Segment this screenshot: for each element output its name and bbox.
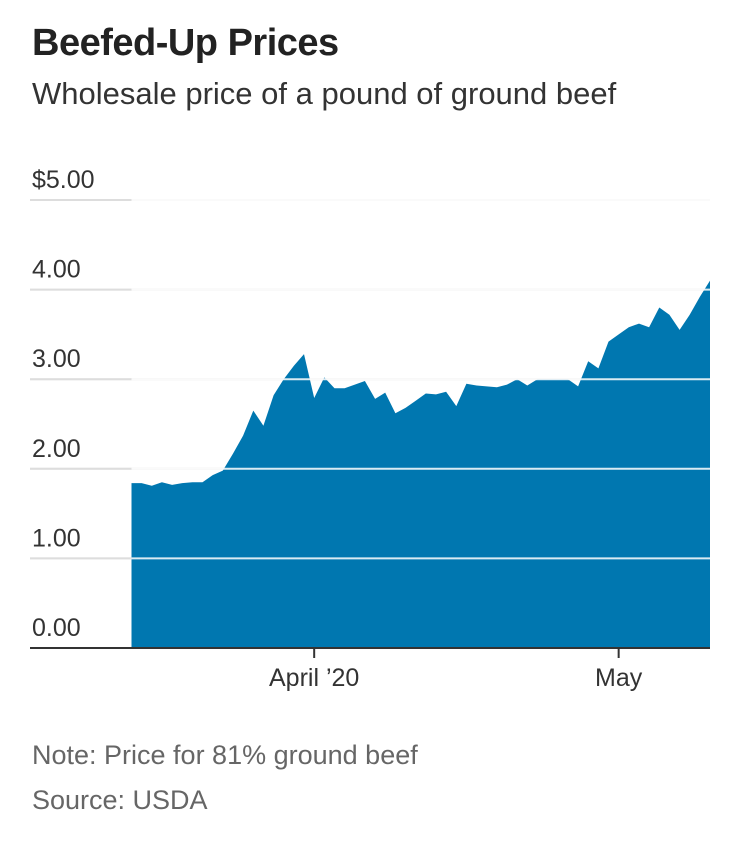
series-area: [131, 280, 710, 648]
chart-title: Beefed-Up Prices: [32, 22, 339, 64]
y-tick-label: $5.00: [32, 166, 95, 194]
area-chart: 0.00 1.00 2.00 3.00 4.00 $5.00 April ’20 May: [30, 166, 710, 692]
x-tick-labels: April ’20 May: [269, 664, 643, 692]
y-tick-labels: 0.00 1.00 2.00 3.00 4.00 $5.00: [32, 166, 95, 642]
y-tick-label: 0.00: [32, 614, 81, 642]
y-tick-label: 1.00: [32, 524, 81, 552]
plot-area: [30, 199, 710, 648]
chart-note: Note: Price for 81% ground beef: [32, 740, 418, 770]
x-tick-label: May: [595, 664, 643, 692]
chart-source: Source: USDA: [32, 785, 208, 815]
chart-subtitle: Wholesale price of a pound of ground bee…: [32, 76, 617, 111]
x-tick-label: April ’20: [269, 664, 359, 692]
axes: [30, 647, 710, 658]
y-tick-label: 2.00: [32, 435, 81, 463]
y-tick-label: 4.00: [32, 256, 81, 284]
y-tick-label: 3.00: [32, 345, 81, 373]
